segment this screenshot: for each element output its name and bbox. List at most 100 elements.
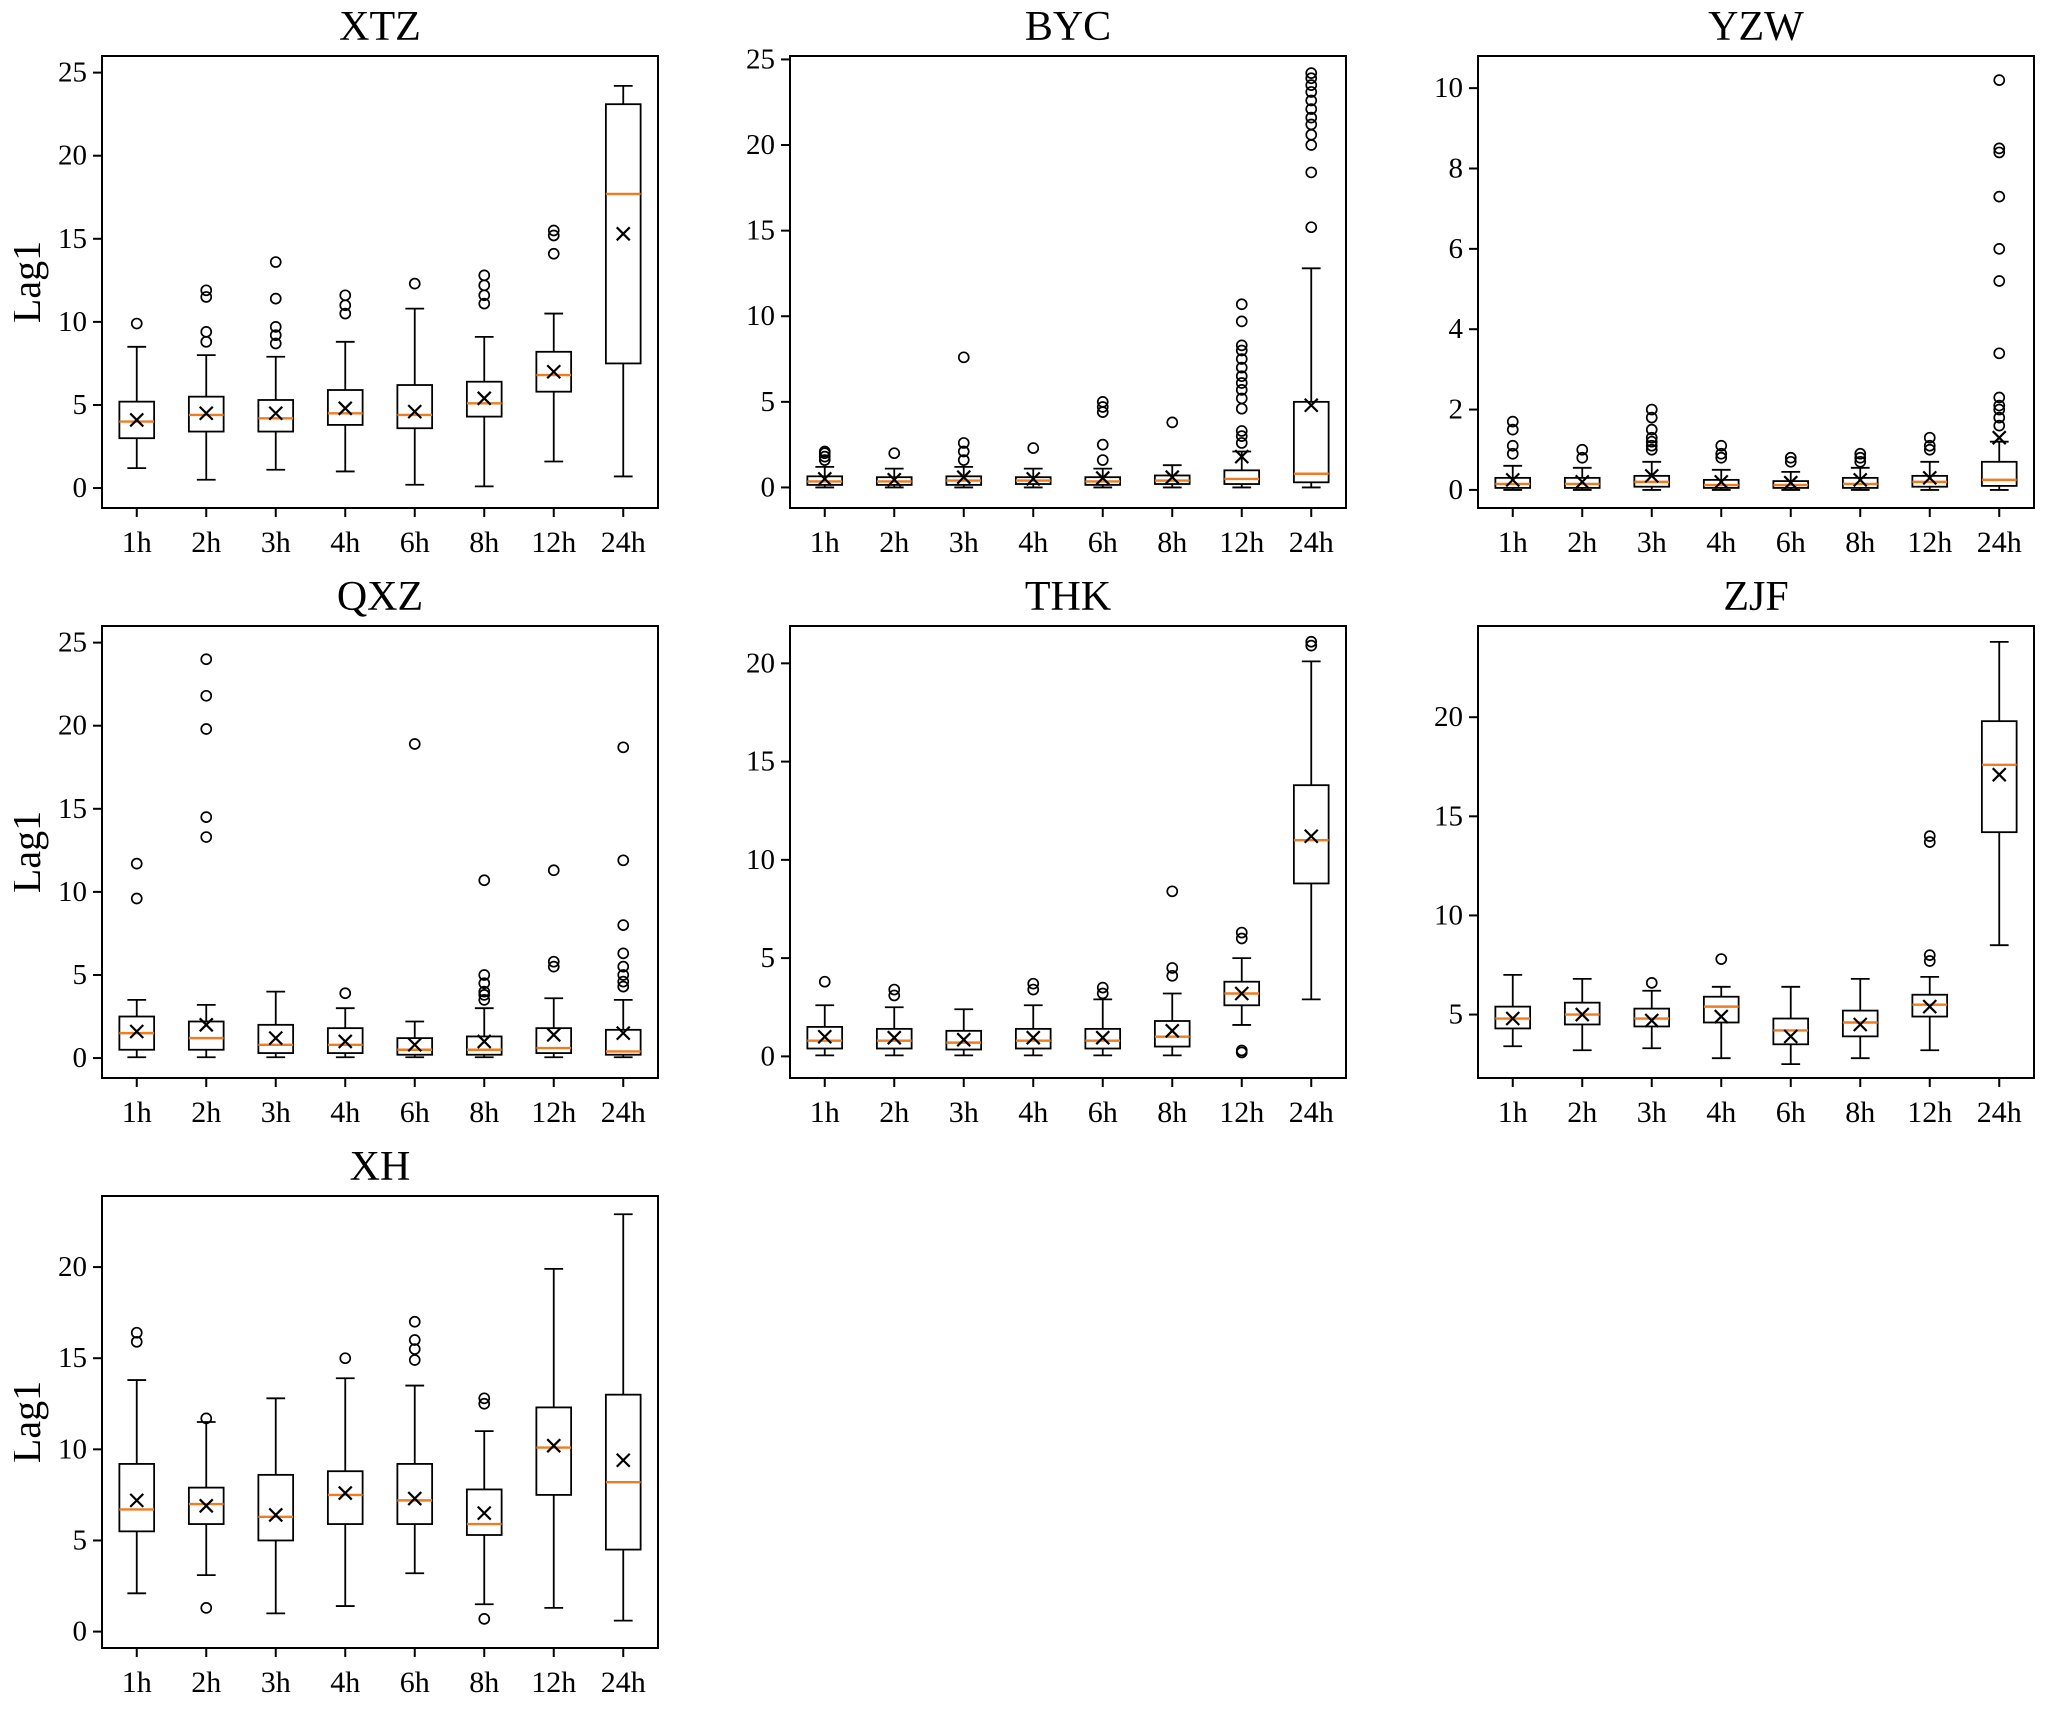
x-tick-label: 2h xyxy=(191,526,221,559)
x-tick-label: 8h xyxy=(1157,1096,1187,1129)
outlier-point xyxy=(478,1612,491,1625)
outlier-point xyxy=(818,975,831,988)
outlier-point xyxy=(1305,103,1318,115)
outlier-point xyxy=(1096,987,1109,1000)
x-tick-label: 24h xyxy=(1289,1096,1334,1129)
boxplot-panel-zjf: ZJF 5 10 15 20 1h 2h 3h 4h 6h 8h 12h 24h xyxy=(1376,570,2064,1140)
outlier-point xyxy=(1715,953,1728,965)
box-group-12h xyxy=(1911,830,1949,1052)
outlier-point xyxy=(1645,403,1658,416)
outlier-point xyxy=(1993,142,2006,155)
mean-marker xyxy=(1095,470,1111,486)
y-tick-label: 0 xyxy=(761,471,776,503)
box-group-24h xyxy=(1980,640,2018,947)
y-tick-label: 20 xyxy=(746,647,775,679)
x-tick-label: 6h xyxy=(1776,526,1806,559)
y-tick-label: 15 xyxy=(746,215,775,247)
outlier-point xyxy=(617,919,630,931)
x-tick-label: 12h xyxy=(1219,1096,1264,1129)
mean-marker xyxy=(1991,767,2007,782)
y-tick-label: 5 xyxy=(761,386,776,418)
y-tick-label: 15 xyxy=(58,223,87,255)
x-tick-label: 3h xyxy=(261,1666,291,1699)
outlier-point xyxy=(200,653,213,666)
y-tick-label: 20 xyxy=(58,1251,87,1283)
outlier-point xyxy=(1235,926,1248,939)
outlier-point xyxy=(617,947,630,960)
x-axis-ticks: 1h 2h 3h 4h 6h 8h 12h 24h xyxy=(810,508,1334,559)
box-group-6h xyxy=(396,1315,434,1575)
outlier-point xyxy=(1235,315,1248,328)
outlier-point xyxy=(1096,438,1109,451)
outlier-point xyxy=(200,831,213,843)
outlier-point xyxy=(957,437,970,449)
outlier-point xyxy=(1923,443,1936,456)
outlier-point xyxy=(1027,442,1040,454)
panel-svg-xtz: XTZ 0 5 10 15 20 25 1h 2h 3h 4h 6h 8h 12h 24h Lag1 xyxy=(14,4,659,559)
y-tick-label: 0 xyxy=(73,1616,88,1648)
outlier-point xyxy=(1506,415,1519,428)
outlier-point xyxy=(269,329,282,342)
x-tick-label: 6h xyxy=(1776,1096,1806,1129)
outlier-point xyxy=(1993,275,2006,287)
mean-marker xyxy=(476,1034,492,1049)
axes-frame xyxy=(1477,625,2035,1079)
mean-marker xyxy=(198,406,214,421)
x-axis-ticks: 1h 2h 3h 4h 6h 8h 12h 24h xyxy=(122,1648,646,1699)
y-axis-label: Lag1 xyxy=(14,241,49,323)
mean-marker xyxy=(615,1025,631,1041)
y-tick-label: 5 xyxy=(1449,999,1464,1031)
iqr-box xyxy=(1702,995,1740,1024)
box-group-3h xyxy=(1633,403,1671,491)
y-tick-label: 15 xyxy=(58,793,87,825)
iqr-box xyxy=(1980,460,2018,487)
x-tick-label: 3h xyxy=(949,526,979,559)
x-tick-label: 2h xyxy=(879,1096,909,1129)
outlier-point xyxy=(547,229,560,242)
mean-marker xyxy=(1922,470,1938,486)
outlier-point xyxy=(1993,347,2006,360)
mean-marker xyxy=(1234,986,1250,1001)
mean-marker xyxy=(886,1030,902,1045)
y-tick-label: 10 xyxy=(58,1433,87,1465)
iqr-box xyxy=(465,1035,503,1056)
outlier-point xyxy=(957,445,970,458)
outlier-point xyxy=(1923,439,1936,452)
outlier-point xyxy=(1305,72,1318,85)
mean-marker xyxy=(615,226,631,242)
x-tick-label: 1h xyxy=(122,1666,152,1699)
outlier-point xyxy=(1506,439,1519,452)
x-tick-label: 12h xyxy=(1907,1096,1952,1129)
mean-marker xyxy=(1644,1013,1660,1028)
outlier-point xyxy=(478,989,491,1001)
box-group-6h xyxy=(1084,981,1122,1057)
outlier-point xyxy=(478,969,491,981)
iqr-box xyxy=(1702,478,1740,489)
iqr-box xyxy=(1223,469,1261,485)
outlier-point xyxy=(269,337,282,350)
y-tick-label: 25 xyxy=(58,627,87,659)
iqr-box xyxy=(326,1470,364,1525)
box-group-24h xyxy=(1292,67,1330,489)
axes-frame xyxy=(101,625,659,1079)
outlier-point xyxy=(200,1602,213,1614)
outlier-point xyxy=(1235,298,1248,311)
y-tick-label: 20 xyxy=(1434,701,1463,733)
outlier-point xyxy=(339,289,352,302)
outlier-point xyxy=(1715,447,1728,460)
x-tick-label: 24h xyxy=(1977,1096,2022,1129)
mean-marker xyxy=(476,1505,492,1521)
outlier-point xyxy=(1923,949,1936,961)
outlier-point xyxy=(1235,1044,1248,1057)
box-group-4h xyxy=(1014,442,1052,489)
box-group-2h xyxy=(1563,443,1601,491)
panel-title: YZW xyxy=(1708,4,1804,50)
outlier-point xyxy=(1923,431,1936,444)
outlier-point xyxy=(1645,439,1658,452)
outlier-point xyxy=(1784,451,1797,464)
outlier-point xyxy=(888,989,901,1002)
outlier-point xyxy=(1305,635,1318,648)
outlier-point xyxy=(1166,885,1179,898)
outlier-point xyxy=(1993,399,2006,412)
box-group-12h xyxy=(535,864,573,1059)
